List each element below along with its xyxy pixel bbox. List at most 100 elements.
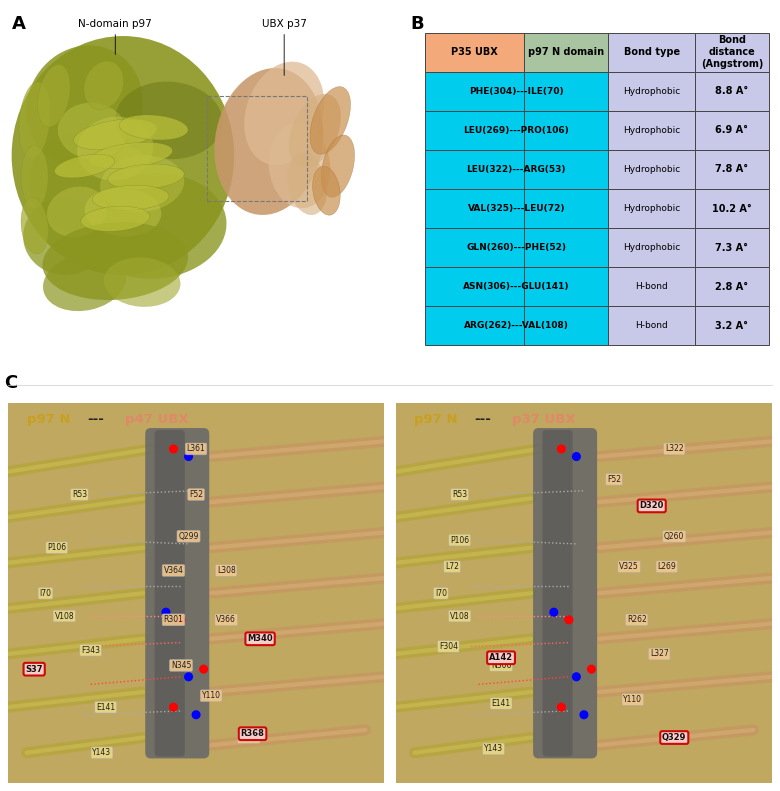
Text: V108: V108 [450,611,470,620]
Circle shape [176,615,186,624]
Text: L308: L308 [217,566,236,575]
Text: R53: R53 [452,490,467,499]
Text: VAL(325)---LEU(72): VAL(325)---LEU(72) [467,204,565,213]
Text: PHE(304)---ILE(70): PHE(304)---ILE(70) [469,87,564,96]
Circle shape [557,445,566,453]
Bar [425,228,523,267]
Ellipse shape [21,145,48,208]
Text: V325: V325 [619,562,639,571]
Text: N306: N306 [491,660,511,670]
Bar [207,96,307,201]
Bar [608,189,696,228]
Text: M340: M340 [247,634,273,643]
Bar [608,72,696,111]
Ellipse shape [23,198,108,275]
Ellipse shape [81,206,150,232]
Ellipse shape [268,124,331,208]
Ellipse shape [313,166,340,215]
Circle shape [192,710,200,719]
Text: 7.3 A°: 7.3 A° [715,243,749,252]
Text: S37: S37 [26,664,43,674]
Bar [523,32,608,72]
Text: P106: P106 [47,543,66,552]
Text: Q299: Q299 [179,532,199,541]
Bar [425,267,523,306]
Text: Bond type: Bond type [623,47,679,57]
Bar [425,32,523,72]
Bar [523,149,608,189]
Ellipse shape [321,135,355,197]
Text: L327: L327 [650,649,668,658]
Text: 10.2 A°: 10.2 A° [712,203,752,214]
Text: 3.2 A°: 3.2 A° [715,321,749,331]
Circle shape [580,710,588,719]
Text: Y143: Y143 [92,748,112,757]
Bar [696,72,768,111]
Text: Hydrophobic: Hydrophobic [623,243,680,252]
Text: B: B [410,15,424,33]
Bar [425,111,523,149]
Ellipse shape [84,61,123,109]
Text: N345: N345 [171,660,191,670]
Text: P35 UBX: P35 UBX [451,47,498,57]
Text: Hydrophobic: Hydrophobic [623,87,680,96]
Bar [696,228,768,267]
Text: V366: V366 [216,615,236,624]
Text: Y143: Y143 [484,744,503,753]
Text: Bond
distance
(Angstrom): Bond distance (Angstrom) [700,36,763,69]
Circle shape [587,664,596,674]
Text: R368: R368 [239,733,259,742]
Bar [608,111,696,149]
Text: F304: F304 [439,642,458,651]
Text: p97 N: p97 N [27,413,70,426]
Text: ARG(262)---VAL(108): ARG(262)---VAL(108) [464,321,569,331]
Text: p37 UBX: p37 UBX [512,413,576,426]
Text: p97 N: p97 N [414,413,458,426]
Text: Q260: Q260 [664,532,685,541]
Circle shape [565,615,573,624]
Ellipse shape [115,81,222,159]
Ellipse shape [81,173,226,278]
Text: 6.9 A°: 6.9 A° [715,125,749,135]
Ellipse shape [104,257,180,307]
Text: L361: L361 [186,445,205,453]
Text: F52: F52 [189,490,203,499]
Ellipse shape [108,164,184,189]
Ellipse shape [92,185,169,210]
Text: R53: R53 [72,490,87,499]
Text: p47 UBX: p47 UBX [125,413,188,426]
Text: LEU(322)---ARG(53): LEU(322)---ARG(53) [466,165,566,174]
Ellipse shape [77,116,154,180]
Text: A142: A142 [489,653,513,662]
Bar [425,189,523,228]
Bar [608,149,696,189]
Circle shape [572,452,581,461]
Ellipse shape [21,198,48,254]
Text: E141: E141 [96,702,115,712]
Text: L322: L322 [665,445,683,453]
Bar [696,149,768,189]
Text: A: A [12,15,26,33]
FancyBboxPatch shape [154,430,185,756]
Text: V364: V364 [164,566,183,575]
Text: C: C [4,374,17,392]
Text: ---: --- [87,413,104,426]
Text: R262: R262 [627,615,647,624]
Text: F343: F343 [81,645,100,655]
Ellipse shape [119,115,188,140]
Text: N-domain p97: N-domain p97 [79,19,152,55]
Circle shape [557,702,566,712]
Text: I70: I70 [434,589,447,598]
Text: Hydrophobic: Hydrophobic [623,204,680,213]
Text: 8.8 A°: 8.8 A° [715,86,749,97]
Text: R368: R368 [240,729,264,738]
Ellipse shape [47,187,107,237]
Circle shape [572,672,581,681]
Text: p97 N domain: p97 N domain [527,47,604,57]
Ellipse shape [58,103,126,159]
Ellipse shape [310,87,350,154]
Text: 2.8 A°: 2.8 A° [715,282,749,292]
Circle shape [184,452,193,461]
Text: V108: V108 [55,611,74,620]
Text: ASN(306)---GLU(141): ASN(306)---GLU(141) [463,282,569,291]
